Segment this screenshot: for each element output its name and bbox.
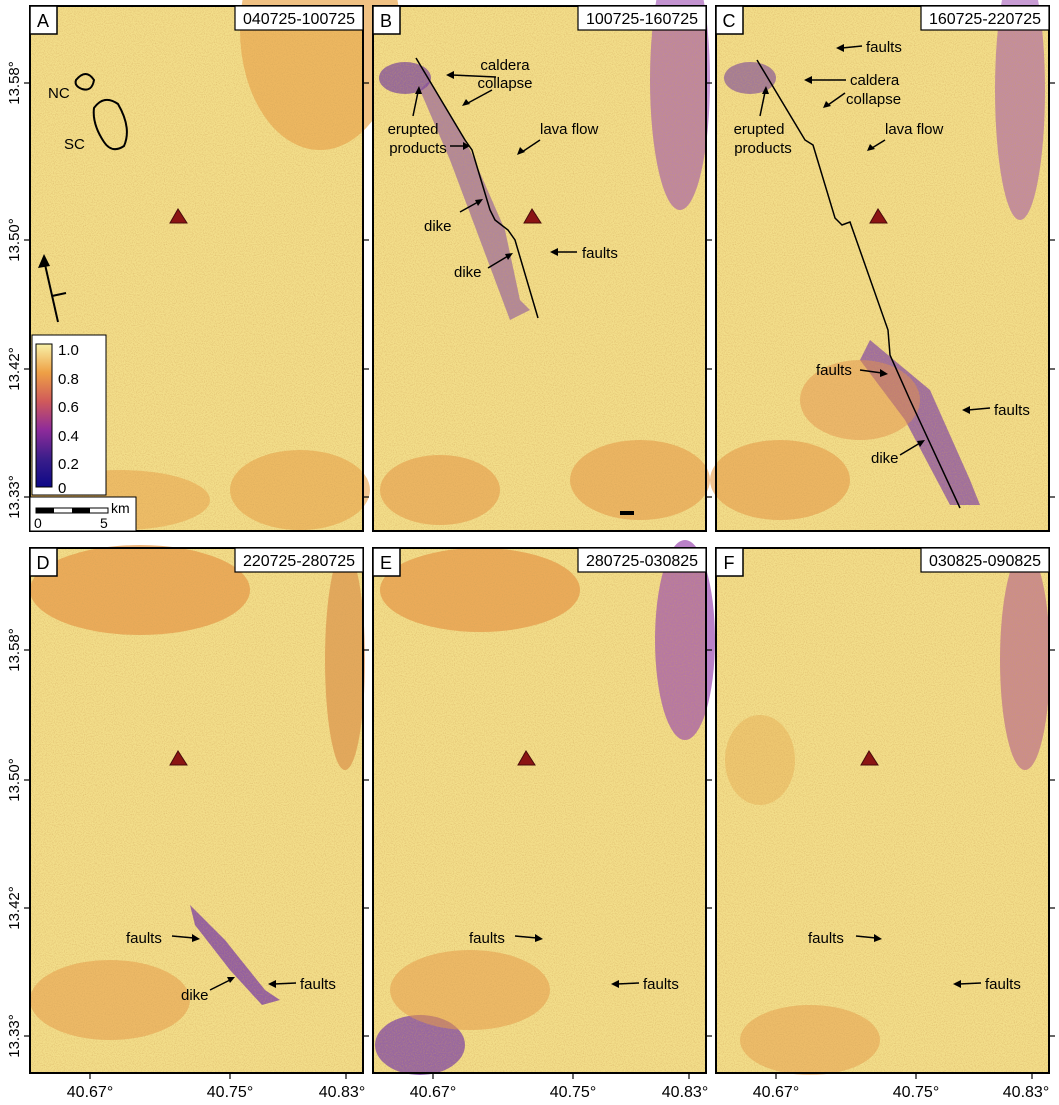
y-tick-label: 13.58°: [6, 61, 23, 105]
colorbar-tick-0: 0: [58, 480, 66, 497]
volcano-marker: [523, 208, 542, 224]
x-tick-label: 40.67°: [67, 1084, 113, 1101]
panel-e-frame: [372, 547, 707, 1074]
label-collapse: collapse: [477, 75, 532, 92]
label-sc: SC: [64, 136, 85, 153]
label-faults: faults: [469, 930, 505, 947]
y-axis-labels: 13.58° 13.50° 13.42° 13.33° 13.58° 13.50…: [6, 61, 23, 1058]
x-tick-label: 40.67°: [410, 1084, 456, 1101]
panel-d-letter: D: [37, 553, 50, 573]
y-tick-label: 13.50°: [6, 758, 23, 802]
scale-tick-icon: [620, 511, 634, 515]
colorbar: [35, 343, 53, 488]
axis-ticks: [24, 82, 1055, 1079]
panel-d: D 220725-280725 faults dike faults: [29, 545, 365, 1074]
panel-c-letter: C: [723, 11, 736, 31]
y-tick-label: 13.50°: [6, 218, 23, 262]
label-faults: faults: [300, 976, 336, 993]
panel-b-date: 100725-160725: [586, 11, 698, 28]
x-tick-label: 40.83°: [1003, 1084, 1049, 1101]
panel-a: A 040725-100725 NC SC 1.0 0.8 0.6 0.4 0.…: [29, 0, 400, 532]
panel-f-letter: F: [724, 553, 735, 573]
label-faults: faults: [816, 362, 852, 379]
label-dike: dike: [424, 218, 452, 235]
x-tick-label: 40.83°: [319, 1084, 365, 1101]
panel-a-date: 040725-100725: [243, 11, 355, 28]
x-tick-label: 40.67°: [753, 1084, 799, 1101]
label-collapse: collapse: [846, 91, 901, 108]
label-products: products: [389, 140, 447, 157]
scalebar-start: 0: [34, 515, 42, 531]
panel-f-date: 030825-090825: [929, 553, 1041, 570]
panel-d-frame: [29, 547, 364, 1074]
panel-a-letter: A: [37, 11, 49, 31]
volcano-marker: [517, 750, 536, 766]
label-faults: faults: [808, 930, 844, 947]
panel-b-letter: B: [380, 11, 392, 31]
scalebar-unit: km: [111, 500, 130, 516]
label-dike: dike: [181, 987, 209, 1004]
y-tick-label: 13.33°: [6, 1014, 23, 1058]
label-nc: NC: [48, 85, 70, 102]
panel-f-frame: [715, 547, 1050, 1074]
arrow-head-icon: [38, 254, 50, 268]
label-faults: faults: [866, 39, 902, 56]
scalebar-mid: 5: [100, 515, 108, 531]
panel-e-letter: E: [380, 553, 392, 573]
dike-trace-c: [756, 59, 961, 509]
volcano-marker: [169, 750, 188, 766]
label-faults: faults: [643, 976, 679, 993]
label-caldera: caldera: [850, 72, 900, 89]
panel-c-date: 160725-220725: [929, 11, 1041, 28]
caldera-nc-outline: [74, 73, 96, 91]
panel-b: B 100725-160725 caldera collapse erupted…: [372, 0, 710, 532]
flight-direction-arrow: [43, 259, 59, 323]
label-faults: faults: [985, 976, 1021, 993]
label-erupted: erupted: [734, 121, 785, 138]
x-tick-label: 40.75°: [207, 1084, 253, 1101]
label-faults: faults: [994, 402, 1030, 419]
label-lava-flow: lava flow: [540, 121, 599, 138]
y-tick-label: 13.42°: [6, 886, 23, 930]
x-tick-label: 40.75°: [893, 1084, 939, 1101]
colorbar-tick-0.8: 0.8: [58, 371, 79, 388]
x-axis-labels: 40.67° 40.75° 40.83° 40.67° 40.75° 40.83…: [67, 1084, 1049, 1101]
caldera-sc-outline: [92, 98, 128, 151]
panel-a-frame: [29, 5, 364, 532]
y-tick-label: 13.58°: [6, 628, 23, 672]
panel-c: C 160725-220725 faults caldera collapse …: [710, 0, 1050, 532]
colorbar-tick-0.6: 0.6: [58, 399, 79, 416]
colorbar-tick-0.4: 0.4: [58, 428, 79, 445]
panel-f: F 030825-090825 faults faults: [715, 547, 1050, 1075]
look-direction-tick: [51, 292, 67, 297]
x-tick-label: 40.83°: [662, 1084, 708, 1101]
label-dike: dike: [454, 264, 482, 281]
label-faults: faults: [582, 245, 618, 262]
panel-e-date: 280725-030825: [586, 553, 698, 570]
panel-d-date: 220725-280725: [243, 553, 355, 570]
x-tick-label: 40.75°: [550, 1084, 596, 1101]
label-erupted: erupted: [388, 121, 439, 138]
volcano-marker: [869, 208, 888, 224]
label-products: products: [734, 140, 792, 157]
label-lava-flow: lava flow: [885, 121, 944, 138]
label-dike: dike: [871, 450, 899, 467]
volcano-marker: [860, 750, 879, 766]
colorbar-tick-1: 1.0: [58, 342, 79, 359]
panel-c-frame: [715, 5, 1050, 532]
label-caldera: caldera: [480, 57, 530, 74]
volcano-marker: [169, 208, 188, 224]
y-tick-label: 13.33°: [6, 475, 23, 519]
panel-b-frame: [372, 5, 707, 532]
label-faults: faults: [126, 930, 162, 947]
dike-trace-b: [415, 57, 539, 319]
y-tick-label: 13.42°: [6, 347, 23, 391]
colorbar-tick-0.2: 0.2: [58, 456, 79, 473]
scalebar-box: [29, 496, 137, 532]
panel-e: E 280725-030825 faults faults: [372, 540, 715, 1075]
